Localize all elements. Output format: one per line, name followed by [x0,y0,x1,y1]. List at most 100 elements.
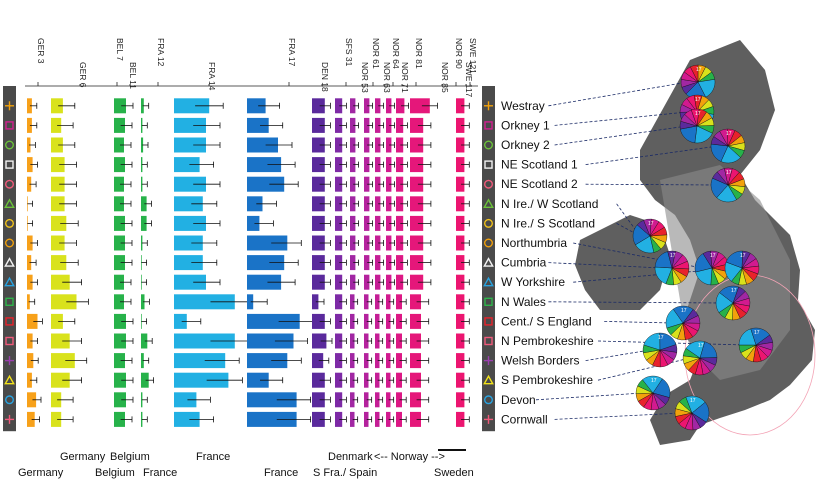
bar-group [141,98,155,427]
bar [141,215,147,231]
pie-slice [688,357,701,375]
bar [396,274,404,290]
bar [27,235,33,251]
bar [456,117,465,133]
bar [410,411,421,427]
bar [51,353,75,369]
bar [410,196,424,212]
bar [350,274,356,290]
leader-line [585,183,719,186]
bar [51,176,65,192]
bar [51,313,63,329]
population-label: N Ire./ S Scotland [501,216,595,230]
leader-line [604,321,674,324]
bar-group [410,98,438,427]
bar [386,313,391,329]
bar [410,313,421,329]
population-pie: 17 [738,327,774,363]
bar [386,294,391,310]
bar-panels [25,98,478,430]
bar [141,333,148,349]
bar [350,353,355,369]
bar [174,215,206,231]
population-label: N Wales [501,295,546,309]
bar-group [312,98,333,427]
bar [114,274,124,290]
bar [456,215,465,231]
bar [396,411,402,427]
leader-line [585,349,651,361]
column-label: FRA 17 [287,38,297,67]
bar [141,372,149,388]
bar [141,196,147,212]
bar [335,137,343,153]
bar [410,137,424,153]
bar [396,157,404,173]
bar [375,176,381,192]
bar [174,255,203,271]
circle-symbol [4,140,14,150]
bar [174,274,206,290]
population-label: NE Scotland 2 [501,177,578,191]
bar [114,117,125,133]
bar [350,255,356,271]
pie-slice [693,94,703,113]
bar [141,117,143,133]
bar [396,196,404,212]
bar [335,274,343,290]
triangle-symbol [4,257,15,267]
bar [27,196,28,212]
bar [456,176,465,192]
bar [375,274,381,290]
bar [174,294,235,310]
bar-group [51,98,89,427]
square-symbol [5,160,14,169]
pie-label: 17 [696,67,702,73]
pie-label: 17 [670,253,676,259]
circle-symbol [4,218,14,228]
population-pie: 17 [724,250,760,286]
leader-line [548,81,689,107]
population-label: Welsh Borders [501,354,579,368]
population-label: N Ire./ W Scotland [501,197,598,211]
bar [396,117,404,133]
population-label: NE Scotland 1 [501,158,578,172]
bar [456,411,465,427]
leader-line [616,203,641,237]
bar [350,215,356,231]
bar [350,235,356,251]
bar [375,353,380,369]
bar [141,157,143,173]
bar [396,137,404,153]
column-label: NOR 64 [391,38,401,69]
bar [51,117,62,133]
square-symbol [5,336,14,346]
population-label: Orkney 1 [501,118,550,132]
column-label: FRA 14 [207,62,217,91]
bar [410,353,421,369]
bar [350,333,355,349]
population-pie: 17 [632,218,668,254]
bar [386,235,392,251]
country-label: Denmark [328,451,373,463]
bar [247,157,282,173]
bar [247,392,297,408]
circle-symbol [4,238,14,248]
bar [247,333,294,349]
bar [456,235,465,251]
bar [364,392,369,408]
bar [350,117,356,133]
circle-symbol [4,395,14,405]
bar [386,157,392,173]
bar [335,392,343,408]
bar [312,235,325,251]
bar [174,353,226,369]
bar [174,117,206,133]
bar [312,196,325,212]
population-label: Orkney 2 [501,138,550,152]
leader-line [597,357,691,381]
population-pie: 17 [680,64,716,100]
population-pies: 17 17 17 17 17 17 17 17 17 17 17 17 17 17 17 17 [632,64,774,431]
bar [114,372,126,388]
triangle-symbol [483,198,494,208]
